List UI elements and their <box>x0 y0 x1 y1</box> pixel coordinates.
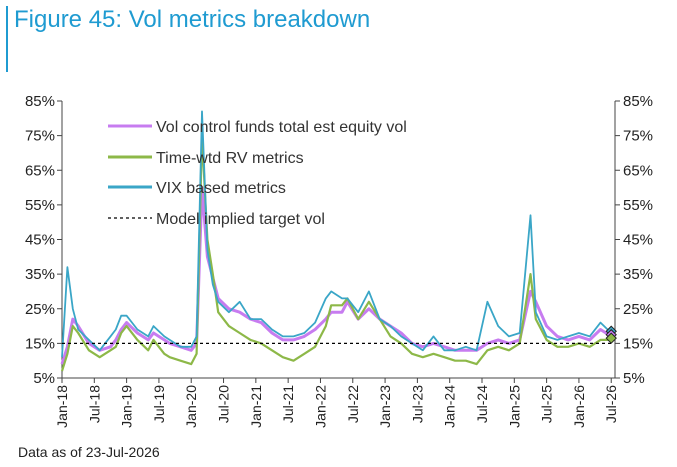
y-tick-label-left: 35% <box>25 266 55 283</box>
y-tick-label-left: 5% <box>33 370 55 387</box>
x-tick-label: Jul-18 <box>86 385 102 423</box>
y-tick-label-left: 55% <box>25 197 55 214</box>
y-tick-label-left: 25% <box>25 301 55 318</box>
y-tick-label-left: 15% <box>25 335 55 352</box>
data-as-of-note: Data as of 23-Jul-2026 <box>18 444 160 460</box>
y-tick-label-right: 85% <box>623 93 653 110</box>
latest-value-marker <box>605 332 617 344</box>
x-tick-label: Jan-20 <box>183 385 199 428</box>
y-tick-label-right: 5% <box>623 370 645 387</box>
series-vol-control-line <box>60 186 613 365</box>
y-tick-label-left: 75% <box>25 128 55 145</box>
y-tick-label-right: 55% <box>623 197 653 214</box>
series-time-wtd-rv-line <box>60 134 612 372</box>
x-tick-label: Jan-19 <box>119 385 135 428</box>
x-tick-label: Jul-21 <box>280 385 296 423</box>
y-tick-label-right: 45% <box>623 232 653 249</box>
x-tick-label: Jul-19 <box>151 385 167 423</box>
x-tick-label: Jan-21 <box>248 385 264 428</box>
legend-label: Time-wtd RV metrics <box>156 150 304 167</box>
x-tick-label: Jan-18 <box>54 385 70 428</box>
y-tick-label-right: 15% <box>623 335 653 352</box>
x-tick-label: Jul-24 <box>474 385 490 423</box>
y-tick-label-right: 65% <box>623 162 653 179</box>
legend-label: Model implied target vol <box>156 211 325 228</box>
x-tick-label: Jul-22 <box>345 385 361 423</box>
x-tick-label: Jan-26 <box>571 385 587 428</box>
x-tick-label: Jul-26 <box>603 385 619 423</box>
x-tick-label: Jul-25 <box>539 385 555 423</box>
x-tick-label: Jan-24 <box>442 385 458 428</box>
x-tick-label: Jul-23 <box>409 385 425 423</box>
x-tick-label: Jul-20 <box>216 385 232 423</box>
y-tick-label-left: 65% <box>25 162 55 179</box>
legend-label: VIX based metrics <box>156 180 286 197</box>
y-tick-label-left: 45% <box>25 232 55 249</box>
title-accent-bar <box>6 6 8 72</box>
y-tick-label-right: 75% <box>623 128 653 145</box>
x-tick-label: Jan-23 <box>377 385 393 428</box>
y-tick-label-left: 85% <box>25 93 55 110</box>
series-vix-based-line <box>61 110 612 358</box>
legend-label: Vol control funds total est equity vol <box>156 119 407 136</box>
x-tick-label: Jan-22 <box>312 385 328 428</box>
y-tick-label-right: 25% <box>623 301 653 318</box>
x-tick-label: Jan-25 <box>506 385 522 428</box>
y-tick-label-right: 35% <box>623 266 653 283</box>
figure-title: Figure 45: Vol metrics breakdown <box>14 6 371 33</box>
